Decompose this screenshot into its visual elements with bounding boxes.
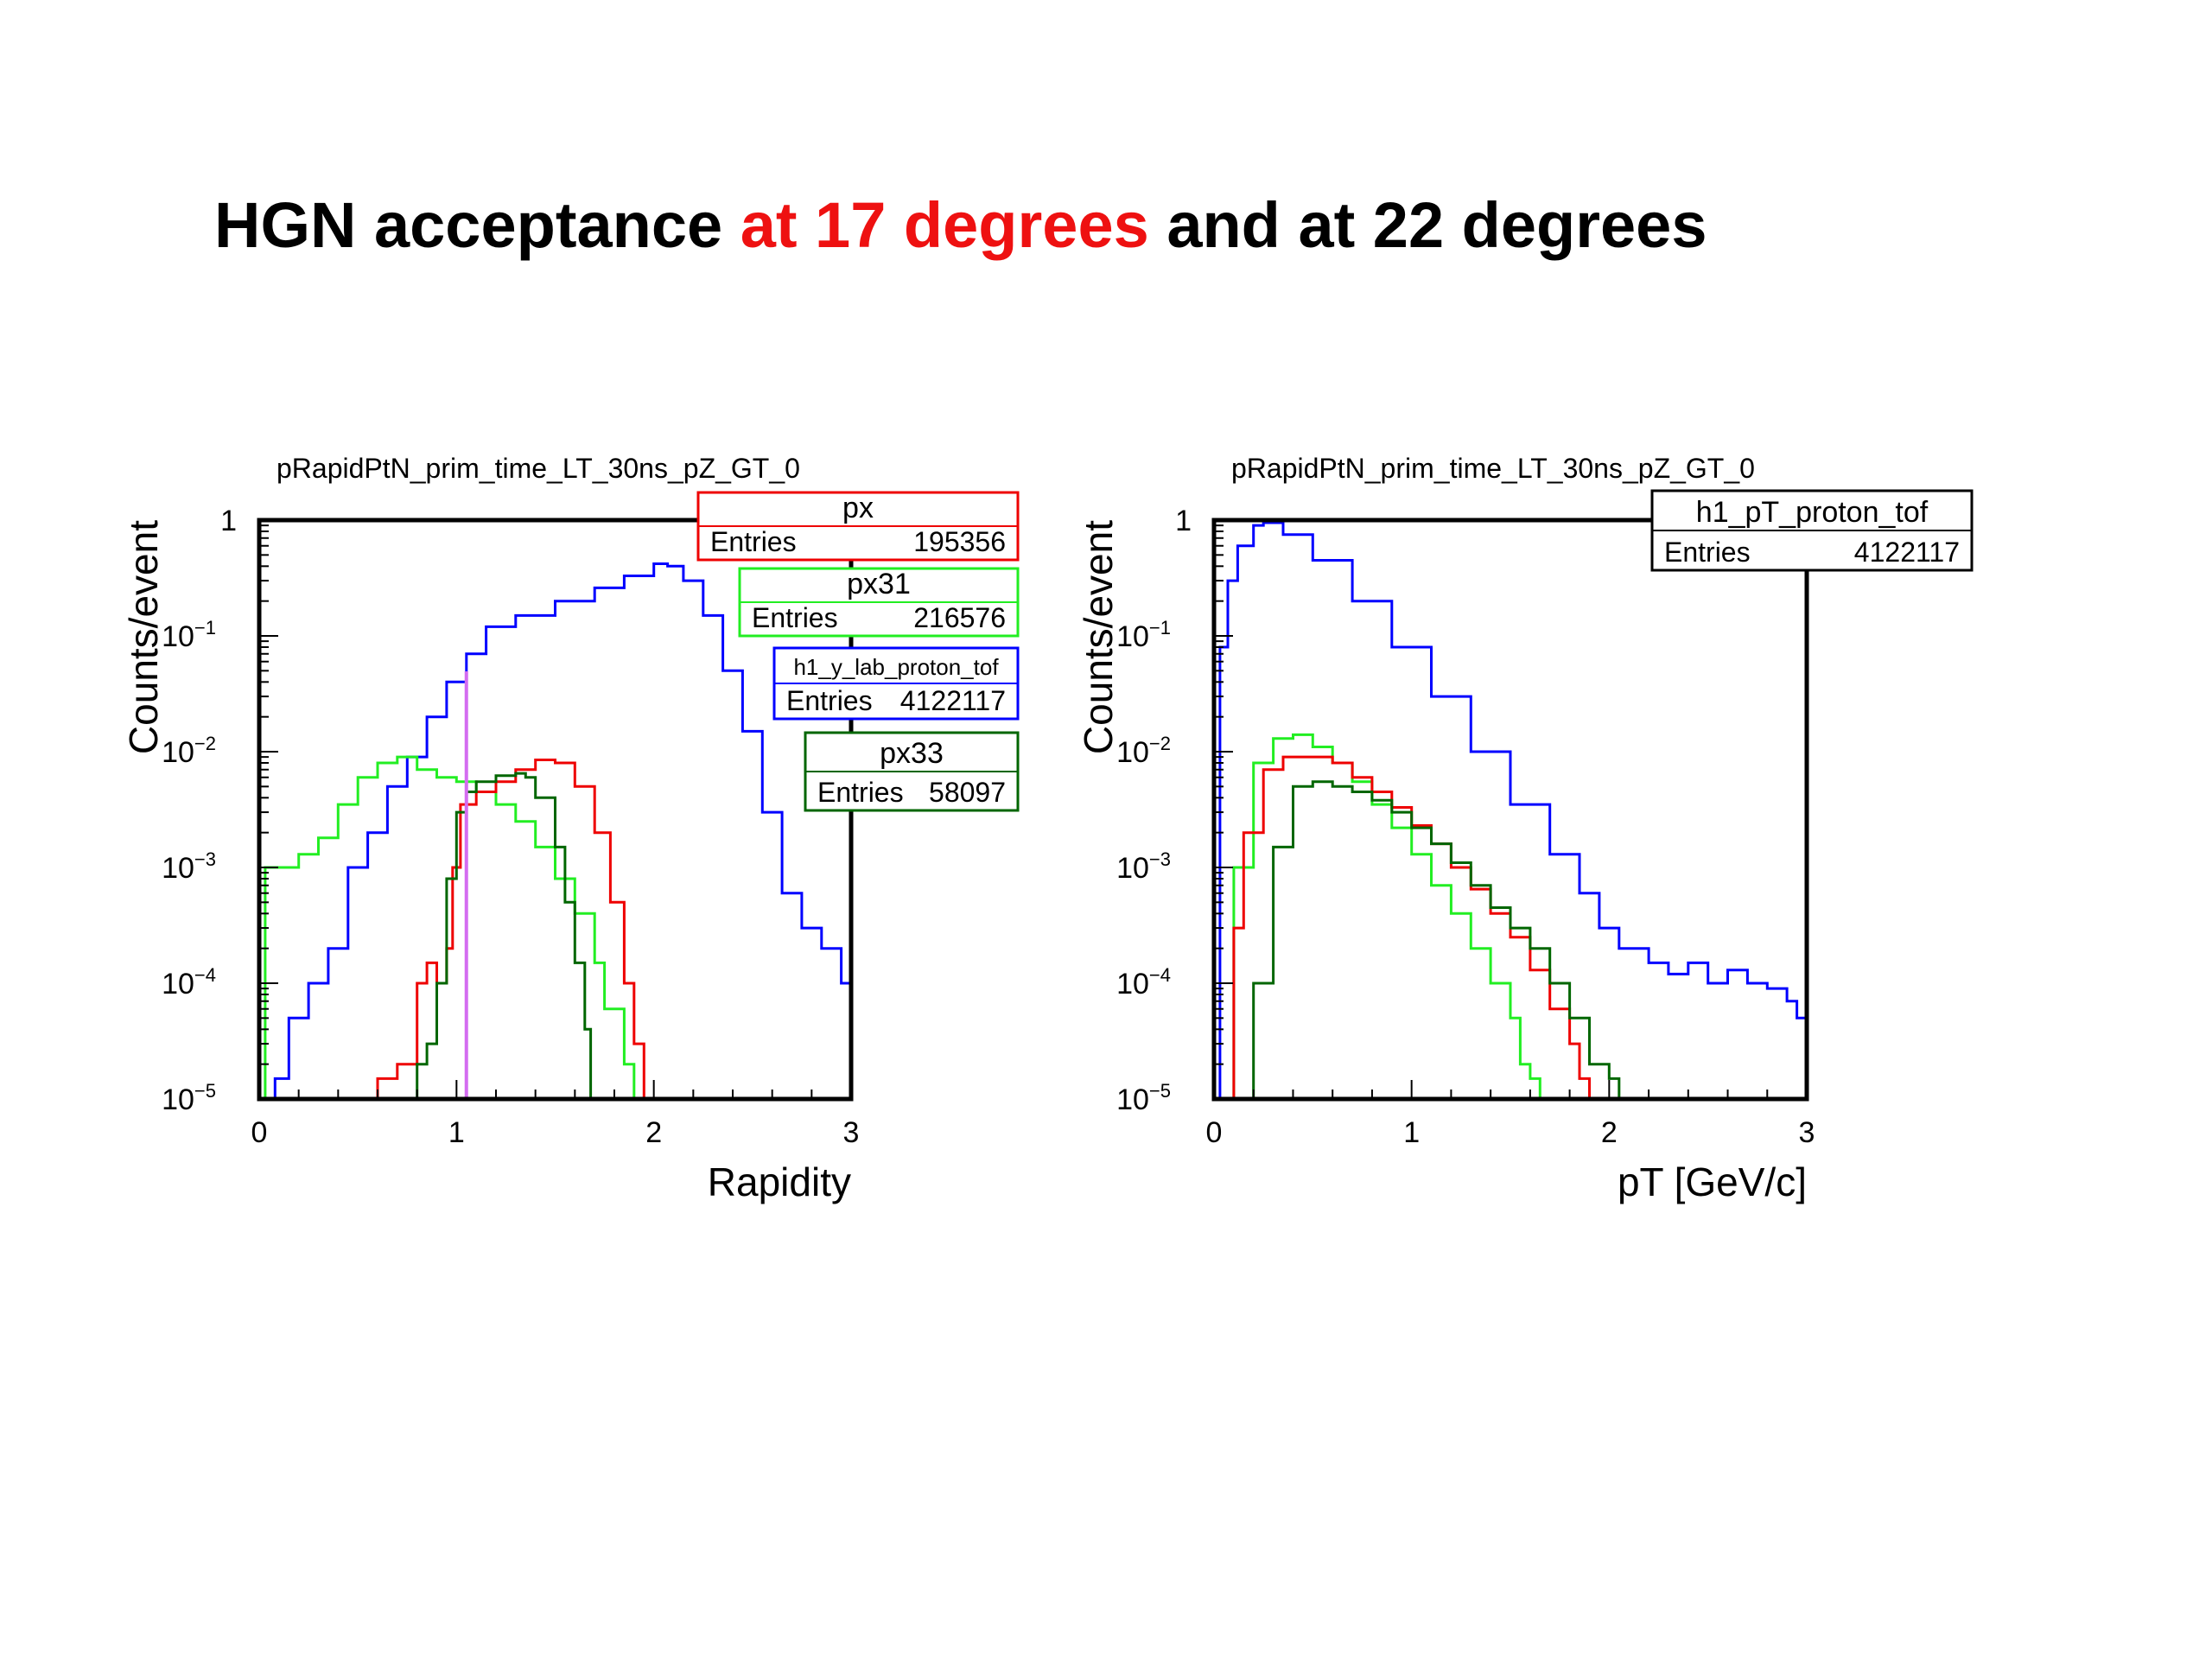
plot2-xtick-label: 0 <box>1206 1116 1223 1149</box>
plot2-statbox-entries-label: Entries <box>1664 537 1751 568</box>
plot1-statbox-name: px <box>842 492 874 524</box>
plot2-frame <box>1211 518 1809 1102</box>
plot1-ytick-label: 10−5 <box>162 1080 216 1116</box>
plot1-ytick-label: 10−4 <box>162 964 216 1001</box>
plot2-ytick-label: 10−3 <box>1116 848 1171 885</box>
plot2-ytick-label: 1 <box>1175 505 1192 537</box>
plot1-ytick-label: 1 <box>220 505 237 537</box>
plot2-xtick-label: 1 <box>1403 1116 1420 1149</box>
plot1-series-green <box>259 755 636 1101</box>
plot1-statbox-name: px33 <box>880 737 944 770</box>
title-part-black-2: and at 22 degrees <box>1148 189 1707 261</box>
plot2-ytick-label: 10−5 <box>1116 1080 1171 1116</box>
plot1-statbox-entries-label: Entries <box>710 526 797 557</box>
plot1-statbox-name: px31 <box>847 568 911 600</box>
plot1-series-blue <box>259 562 853 1101</box>
plot2-series-red <box>1224 755 1591 1101</box>
plot1-xtick-label: 0 <box>251 1116 268 1149</box>
plot1-statbox-entries-value: 58097 <box>929 777 1006 808</box>
plot1-xtick-label: 1 <box>448 1116 465 1149</box>
plot2-title: pRapidPtN_prim_time_LT_30ns_pZ_GT_0 <box>1231 453 1755 484</box>
plot1-ytick-label: 10−3 <box>162 848 216 885</box>
plot1-title: pRapidPtN_prim_time_LT_30ns_pZ_GT_0 <box>276 453 800 484</box>
plot2-ytick-label: 10−1 <box>1116 617 1171 653</box>
plot1-statbox-entries-label: Entries <box>817 777 904 808</box>
plot1-series-red <box>358 759 645 1101</box>
plot1-statbox-name: h1_y_lab_proton_tof <box>793 654 999 680</box>
slide-title: HGN acceptance at 17 degrees and at 22 d… <box>214 188 1707 262</box>
plot2-ytick-label: 10−2 <box>1116 733 1171 769</box>
plot2-xtick-label: 2 <box>1601 1116 1618 1149</box>
plot2-series-blue <box>1214 521 1808 1101</box>
title-part-black: HGN acceptance <box>214 189 741 261</box>
plot1-statbox-entries-value: 195356 <box>913 526 1006 557</box>
plot2-statbox-entries-value: 4122117 <box>1854 537 1960 568</box>
plot1-xlabel: Rapidity <box>708 1159 851 1204</box>
plot2-xtick-label: 3 <box>1799 1116 1815 1149</box>
plot1-statbox-entries-value: 216576 <box>913 602 1006 633</box>
plot1-xtick-label: 2 <box>645 1116 662 1149</box>
title-part-red: at 17 degrees <box>740 189 1149 261</box>
plot1-statbox-entries-label: Entries <box>786 685 873 716</box>
plot2-xlabel: pT [GeV/c] <box>1618 1159 1807 1204</box>
plot2-series-darkgreen <box>1243 780 1621 1101</box>
plot2-series-green <box>1214 733 1541 1101</box>
plot1-xtick-label: 3 <box>843 1116 860 1149</box>
plot1-statbox-entries-label: Entries <box>752 602 838 633</box>
plot1-ytick-label: 10−1 <box>162 617 216 653</box>
plot1-statbox-entries-value: 4122117 <box>900 685 1006 716</box>
plot1-ytick-label: 10−2 <box>162 733 216 769</box>
plot1-ylabel: Counts/event <box>121 520 166 754</box>
plot2-ytick-label: 10−4 <box>1116 964 1171 1001</box>
plot2-ylabel: Counts/event <box>1076 520 1121 754</box>
plot1-series-darkgreen <box>407 772 593 1101</box>
plot2-statbox-name: h1_pT_proton_tof <box>1696 496 1929 529</box>
